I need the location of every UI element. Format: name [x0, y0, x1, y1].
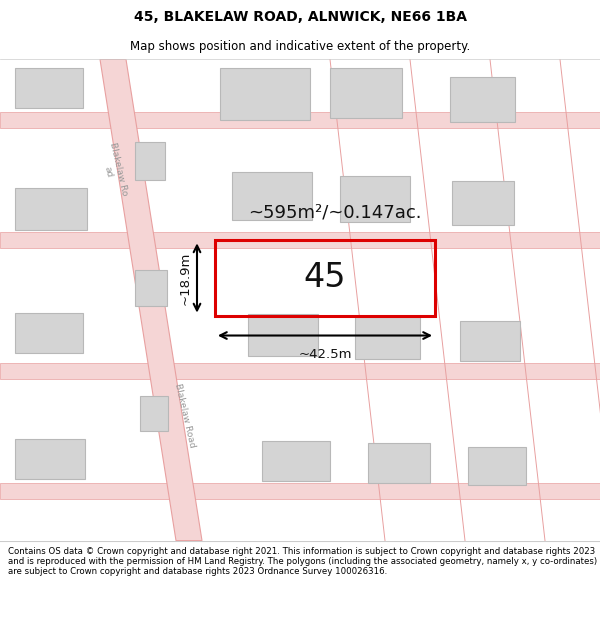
Text: Map shows position and indicative extent of the property.: Map shows position and indicative extent…: [130, 40, 470, 52]
Polygon shape: [0, 112, 600, 128]
Text: ~42.5m: ~42.5m: [298, 348, 352, 361]
Polygon shape: [368, 442, 430, 483]
Polygon shape: [0, 362, 600, 379]
Polygon shape: [262, 441, 330, 481]
Polygon shape: [15, 189, 87, 231]
Polygon shape: [232, 173, 312, 221]
Text: 45: 45: [304, 261, 346, 294]
Polygon shape: [15, 439, 85, 479]
Polygon shape: [140, 396, 168, 431]
Polygon shape: [15, 68, 83, 108]
Polygon shape: [220, 68, 310, 121]
Polygon shape: [355, 316, 420, 359]
Polygon shape: [330, 68, 402, 118]
Text: 45, BLAKELAW ROAD, ALNWICK, NE66 1BA: 45, BLAKELAW ROAD, ALNWICK, NE66 1BA: [133, 9, 467, 24]
Polygon shape: [460, 321, 520, 361]
Text: ~18.9m: ~18.9m: [179, 251, 192, 304]
Polygon shape: [452, 181, 514, 226]
Polygon shape: [0, 482, 600, 499]
Text: Contains OS data © Crown copyright and database right 2021. This information is : Contains OS data © Crown copyright and d…: [8, 547, 597, 576]
Polygon shape: [0, 232, 600, 249]
Polygon shape: [135, 142, 165, 181]
Polygon shape: [340, 176, 410, 222]
Polygon shape: [450, 78, 515, 122]
Polygon shape: [135, 271, 167, 306]
Text: ~595m²/~0.147ac.: ~595m²/~0.147ac.: [248, 204, 422, 221]
Polygon shape: [100, 59, 202, 541]
Text: Blakelaw Road: Blakelaw Road: [173, 382, 197, 449]
Polygon shape: [15, 312, 83, 352]
Polygon shape: [468, 447, 526, 484]
Polygon shape: [248, 314, 318, 356]
Text: Blakelaw Ro
ad: Blakelaw Ro ad: [97, 142, 128, 199]
